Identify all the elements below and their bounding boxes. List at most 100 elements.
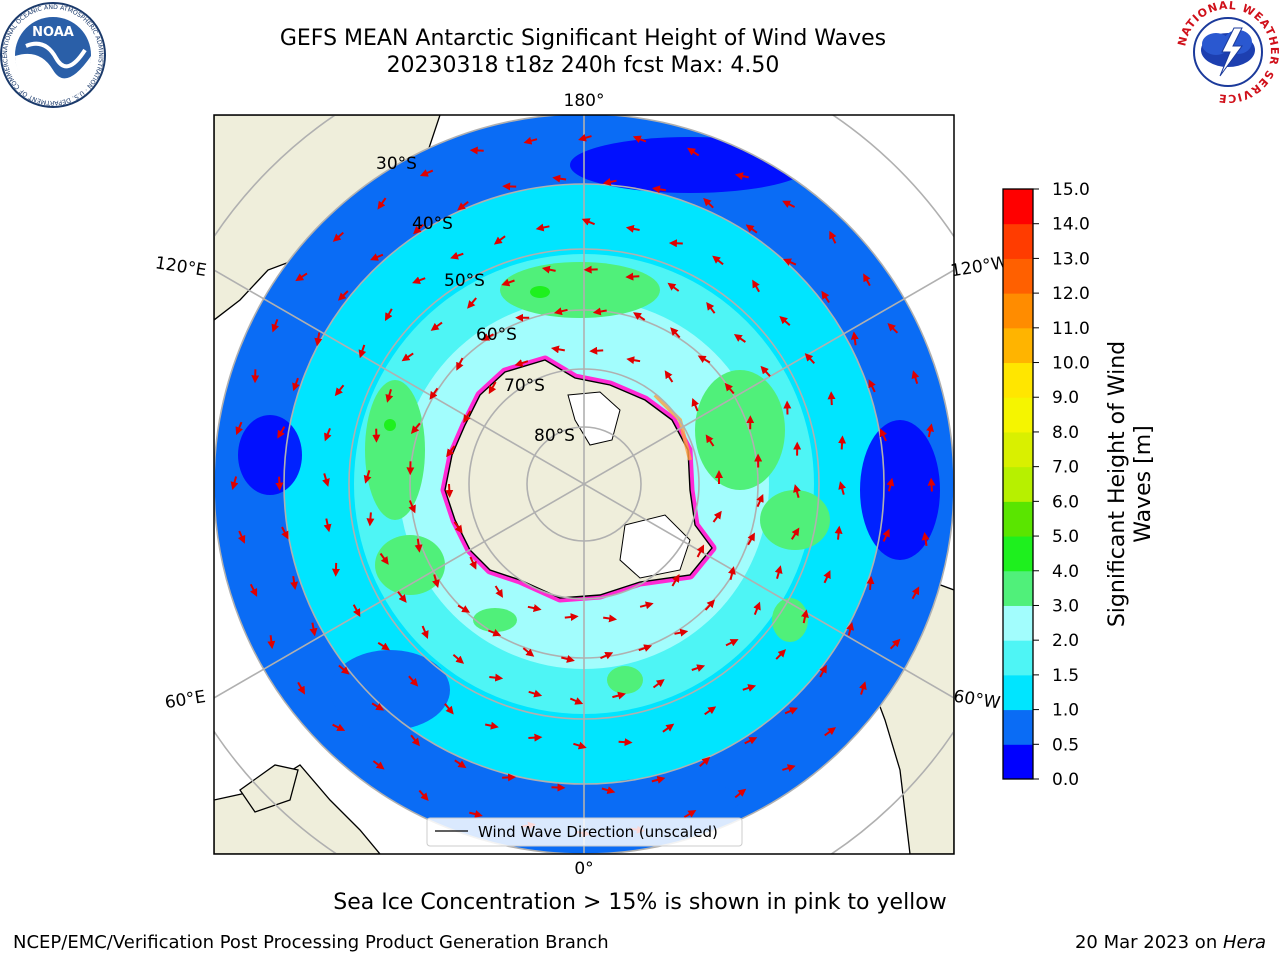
wave-direction-arrow — [638, 644, 653, 652]
wave-direction-arrow — [753, 601, 761, 615]
wave-direction-arrow — [625, 224, 640, 233]
wave-direction-arrow — [366, 512, 375, 527]
wave-direction-arrow — [581, 218, 595, 226]
wave-direction-arrow — [674, 628, 689, 637]
arrow-legend-label: Wind Wave Direction (unscaled) — [478, 823, 718, 841]
colorbar-label: Significant Height of Wind Waves [m] — [1105, 341, 1156, 627]
wave-direction-arrow — [297, 681, 305, 695]
wave-direction-arrow — [863, 273, 871, 287]
wave-direction-arrow — [450, 251, 464, 260]
wave-direction-arrow — [528, 733, 543, 742]
wave-direction-arrow — [824, 727, 837, 737]
wave-direction-arrow — [712, 255, 724, 266]
wave-direction-arrow — [602, 177, 617, 186]
wave-direction-arrow — [921, 532, 930, 547]
wave-direction-arrow — [377, 197, 387, 210]
wave-direction-arrow — [275, 476, 284, 491]
latitude-labels: 30°S 40°S 50°S 60°S 70°S 80°S — [376, 154, 575, 446]
wave-direction-arrow — [691, 397, 700, 412]
wave-direction-arrow — [384, 308, 393, 322]
wave-direction-arrow — [363, 470, 372, 484]
wave-direction-arrow — [705, 434, 715, 447]
colorbar-segment — [1003, 293, 1033, 329]
wave-direction-arrow — [706, 302, 716, 314]
colorbar-segment — [1003, 466, 1033, 502]
chart-title: GEFS MEAN Antarctic Significant Height o… — [279, 26, 887, 51]
wave-direction-arrow — [652, 185, 667, 194]
wave-direction-arrow — [733, 334, 746, 343]
wave-direction-arrow — [535, 223, 550, 232]
wave-direction-arrow — [412, 276, 426, 285]
wave-direction-arrow — [397, 591, 407, 603]
wave-direction-arrow — [775, 649, 787, 660]
wave-direction-arrow — [696, 544, 705, 558]
colorbar-tick-label: 6.0 — [1052, 492, 1079, 512]
wave-direction-arrow — [725, 639, 739, 647]
wave-direction-arrow — [838, 435, 847, 450]
wave-direction-arrow — [358, 344, 367, 359]
wave-direction-arrow — [267, 635, 276, 650]
chart-subtitle: 20230318 t18z 240h fcst Max: 4.50 — [386, 53, 780, 78]
wave-direction-arrow — [683, 810, 697, 819]
wave-direction-arrow — [523, 136, 538, 145]
wave-direction-arrow — [886, 477, 895, 492]
wave-direction-arrow — [827, 391, 836, 406]
wave-direction-arrow — [309, 622, 318, 637]
colorbar-segment — [1003, 189, 1033, 225]
wave-direction-arrow — [760, 365, 771, 377]
wave-direction-arrow — [671, 573, 680, 587]
wave-direction-arrow — [332, 231, 344, 242]
wave-direction-arrow — [527, 604, 542, 612]
colorbar-tick-label: 1.0 — [1052, 701, 1079, 721]
wave-direction-arrow — [277, 426, 286, 439]
antarctica — [440, 355, 717, 603]
wave-direction-arrow — [639, 601, 654, 610]
colorbar-segment — [1003, 570, 1033, 606]
wave-direction-arrow — [370, 253, 384, 261]
colorbar-tick-label: 0.0 — [1052, 770, 1079, 790]
wave-direction-arrow — [612, 691, 626, 700]
wave-direction-arrow — [419, 169, 434, 177]
wave-direction-arrow — [850, 331, 859, 346]
colorbar-tick-label: 0.5 — [1052, 735, 1079, 755]
wave-direction-arrow — [868, 379, 876, 393]
graticule — [214, 115, 954, 854]
wave-direction-arrow — [337, 290, 349, 301]
wave-direction-arrow — [887, 322, 899, 334]
lon-label-120e: 120°E — [154, 253, 208, 281]
colorbar-segment — [1003, 536, 1033, 572]
wave-direction-arrow — [704, 599, 716, 611]
wave-direction-arrow — [421, 625, 429, 640]
wave-direction-arrow — [322, 473, 330, 487]
colorbar-tick-label: 10.0 — [1052, 354, 1090, 374]
wave-direction-arrow — [377, 641, 390, 651]
wave-direction-arrow — [430, 321, 443, 331]
wave-direction-arrow — [589, 346, 604, 355]
wave-direction-arrow — [889, 638, 901, 650]
sea-ice-caption: Sea Ice Concentration > 15% is shown in … — [333, 890, 947, 915]
wave-direction-arrow — [553, 307, 568, 316]
lat-label-80s: 80°S — [534, 426, 575, 446]
wave-direction-arrow — [446, 445, 456, 458]
wave-direction-arrow — [487, 628, 502, 637]
wave-direction-arrow — [782, 200, 796, 208]
wave-direction-arrow — [385, 389, 394, 403]
wave-direction-arrow — [324, 428, 332, 442]
wave-direction-arrow — [564, 613, 579, 621]
wave-direction-arrow — [651, 776, 666, 784]
wave-direction-arrow — [756, 493, 764, 508]
wave-direction-arrow — [744, 737, 758, 745]
footer-date: 20 Mar 2023 on Hera — [1075, 932, 1266, 953]
colorbar-tick-label: 1.5 — [1052, 666, 1079, 686]
wave-direction-arrow — [323, 518, 332, 533]
colorbar — [1002, 188, 1034, 780]
wave-direction-arrow — [697, 355, 711, 364]
wave-direction-arrow — [452, 654, 465, 664]
wave-direction-arrow — [502, 773, 516, 782]
map-area — [214, 115, 954, 854]
wave-direction-arrow — [927, 477, 936, 492]
wave-direction-arrow — [882, 528, 890, 542]
wave-direction-arrow — [626, 356, 641, 365]
wave-direction-arrow — [463, 410, 472, 424]
wave-direction-arrow — [632, 135, 647, 143]
